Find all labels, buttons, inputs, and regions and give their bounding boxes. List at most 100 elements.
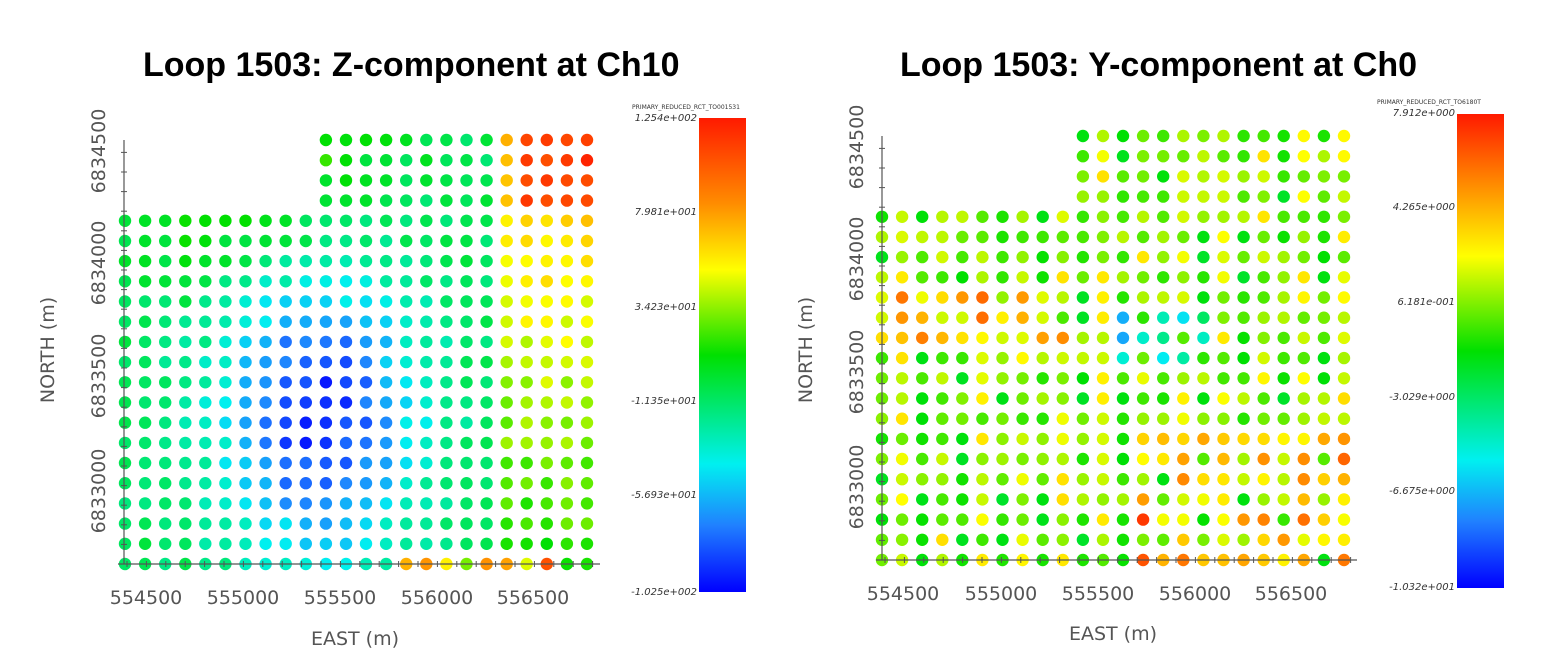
data-point (560, 174, 574, 187)
data-point (1217, 291, 1230, 304)
chart-title: Loop 1503: Z-component at Ch10 (143, 46, 680, 84)
data-point (118, 416, 132, 429)
data-point (936, 230, 949, 244)
data-point (359, 537, 373, 550)
data-point (339, 376, 353, 389)
data-point (118, 254, 132, 268)
data-point (239, 376, 252, 389)
data-point (179, 416, 192, 429)
data-point (580, 537, 594, 550)
data-point (179, 295, 192, 308)
data-point (1337, 533, 1351, 546)
data-point (179, 497, 192, 510)
data-point (500, 174, 513, 187)
data-point (1197, 513, 1210, 526)
chart-title: Loop 1503: Y-component at Ch0 (900, 46, 1418, 84)
data-point (138, 275, 152, 288)
data-point (895, 311, 909, 324)
data-point (1217, 533, 1230, 546)
data-point (956, 412, 969, 425)
data-point (1116, 351, 1130, 365)
data-point (1257, 473, 1270, 486)
data-point (359, 497, 373, 510)
data-point (1257, 533, 1270, 546)
axes (118, 140, 600, 567)
data-point (400, 214, 413, 227)
data-point (339, 456, 353, 470)
data-point (560, 497, 574, 510)
data-point (1016, 473, 1029, 486)
data-point (1197, 351, 1210, 365)
data-point (319, 517, 333, 530)
data-point (520, 174, 533, 187)
data-point (956, 392, 969, 405)
data-point (1136, 311, 1150, 324)
data-point (540, 456, 553, 470)
data-point (400, 517, 413, 530)
data-point (118, 537, 132, 550)
data-point (1116, 230, 1130, 244)
data-point (400, 537, 413, 550)
data-point (1237, 533, 1250, 546)
data-point (1237, 513, 1250, 526)
data-point (936, 291, 949, 304)
data-point (540, 537, 553, 550)
data-point (1317, 190, 1331, 203)
data-point (1096, 331, 1110, 345)
data-point (420, 376, 433, 389)
data-point (1337, 331, 1351, 345)
data-point (1136, 513, 1150, 526)
data-point (1257, 271, 1270, 284)
data-point (1116, 513, 1130, 526)
colorbar-label: PRIMARY_REDUCED_RCT_TO6180T (1377, 99, 1481, 106)
data-point (1317, 210, 1331, 223)
data-point (996, 473, 1009, 486)
data-point (339, 275, 353, 288)
data-point (400, 154, 413, 167)
data-point (400, 234, 413, 248)
data-point (560, 275, 574, 288)
data-point (1136, 190, 1150, 203)
data-point (956, 351, 969, 365)
data-point (1056, 210, 1069, 223)
data-point (1237, 271, 1250, 284)
data-point (1157, 170, 1170, 183)
data-point (560, 254, 574, 268)
data-point (1197, 533, 1210, 546)
data-point (159, 254, 172, 268)
data-point (480, 416, 493, 429)
data-point (540, 436, 553, 450)
data-point (976, 392, 989, 405)
data-point (420, 497, 433, 510)
data-point (179, 275, 192, 288)
data-point (560, 154, 574, 167)
data-point (976, 412, 989, 425)
data-point (138, 517, 152, 530)
data-point (319, 275, 333, 288)
data-point (1076, 331, 1090, 345)
data-point (540, 376, 553, 389)
data-point (580, 335, 594, 349)
data-point (480, 537, 493, 550)
data-point (1056, 432, 1069, 446)
data-point (580, 194, 594, 207)
data-point (319, 234, 333, 248)
data-point (1277, 351, 1290, 365)
data-point (1016, 271, 1029, 284)
data-point (996, 351, 1009, 365)
data-point (996, 230, 1009, 244)
data-point (460, 335, 473, 349)
data-point (916, 432, 929, 446)
x-tick-label: 555500 (1062, 583, 1135, 605)
axis-ticks (879, 147, 1352, 563)
data-point (580, 477, 594, 490)
data-point (916, 513, 929, 526)
data-point (440, 174, 453, 187)
data-point (1297, 170, 1310, 183)
data-point (1297, 513, 1310, 526)
data-point (1036, 533, 1049, 546)
data-point (279, 497, 292, 510)
colorbar-label: PRIMARY_REDUCED_RCT_TO001531 (632, 104, 740, 111)
data-point (279, 254, 292, 268)
data-point (1016, 412, 1029, 425)
